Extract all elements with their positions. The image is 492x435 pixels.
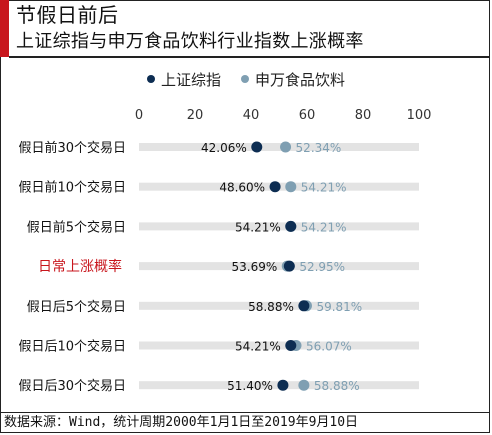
data-label-series-2: 54.21% xyxy=(301,220,347,234)
data-point-series-2 xyxy=(285,181,297,193)
x-tick-label: 80 xyxy=(355,108,372,123)
row-track-bar xyxy=(139,222,419,231)
category-label: 假日前10个交易日 xyxy=(18,180,126,196)
data-point-series-2 xyxy=(280,141,292,153)
chart-subtitle: 上证综指与申万食品饮料行业指数上涨概率 xyxy=(16,31,364,52)
chart-title: 节假日前后 xyxy=(16,3,119,27)
legend: 上证综指 申万食品饮料 xyxy=(0,68,492,90)
category-label: 假日前30个交易日 xyxy=(18,140,126,156)
data-point-series-1 xyxy=(298,300,310,312)
data-point-series-1 xyxy=(269,181,281,193)
title-divider xyxy=(9,56,490,58)
source-note: 数据来源：Wind，统计周期2000年1月1日至2019年9月10日 xyxy=(4,415,359,430)
data-label-series-2: 59.81% xyxy=(316,300,362,314)
legend-label-series-1: 上证综指 xyxy=(160,70,221,89)
data-label-series-2: 58.88% xyxy=(314,379,360,393)
data-point-series-1 xyxy=(277,379,289,391)
data-label-series-1: 48.60% xyxy=(219,181,265,195)
x-tick-label: 60 xyxy=(299,108,316,123)
data-point-series-1 xyxy=(285,340,297,351)
data-label-series-1: 42.06% xyxy=(201,141,247,155)
data-label-series-1: 53.69% xyxy=(231,260,277,274)
data-label-series-2: 54.21% xyxy=(301,181,347,195)
data-label-series-1: 54.21% xyxy=(235,220,281,234)
x-tick-label: 100 xyxy=(407,108,432,123)
x-tick-label: 20 xyxy=(187,108,204,123)
data-label-series-2: 52.34% xyxy=(296,141,342,155)
category-label: 日常上涨概率 xyxy=(38,258,122,275)
data-label-series-1: 51.40% xyxy=(227,379,273,393)
category-label: 假日后5个交易日 xyxy=(27,299,126,315)
legend-marker-series-1 xyxy=(146,75,155,83)
data-point-series-1 xyxy=(251,141,263,153)
data-point-series-1 xyxy=(285,220,297,232)
row-track-bar xyxy=(139,262,419,271)
category-label: 假日前5个交易日 xyxy=(27,219,126,235)
data-label-series-1: 58.88% xyxy=(248,300,294,314)
x-tick-label: 0 xyxy=(135,108,143,123)
data-label-series-1: 54.21% xyxy=(235,340,281,354)
data-label-series-2: 52.95% xyxy=(299,260,345,274)
legend-label-series-2: 申万食品饮料 xyxy=(255,70,346,89)
data-point-series-2 xyxy=(298,379,310,391)
row-track-bar xyxy=(139,143,419,151)
category-label: 假日后30个交易日 xyxy=(18,378,126,394)
row-track-bar xyxy=(139,301,419,310)
data-point-series-1 xyxy=(283,260,295,272)
category-label: 假日后10个交易日 xyxy=(18,339,126,355)
row-track-bar xyxy=(139,341,419,350)
legend-marker-series-2 xyxy=(241,75,249,83)
legend-item-series-1: 上证综指 xyxy=(146,69,221,90)
legend-item-series-2: 申万食品饮料 xyxy=(241,69,345,90)
x-tick-label: 40 xyxy=(243,108,260,123)
footer-divider xyxy=(0,412,490,413)
title-accent-bar xyxy=(0,0,9,57)
data-label-series-2: 56.07% xyxy=(306,340,352,354)
